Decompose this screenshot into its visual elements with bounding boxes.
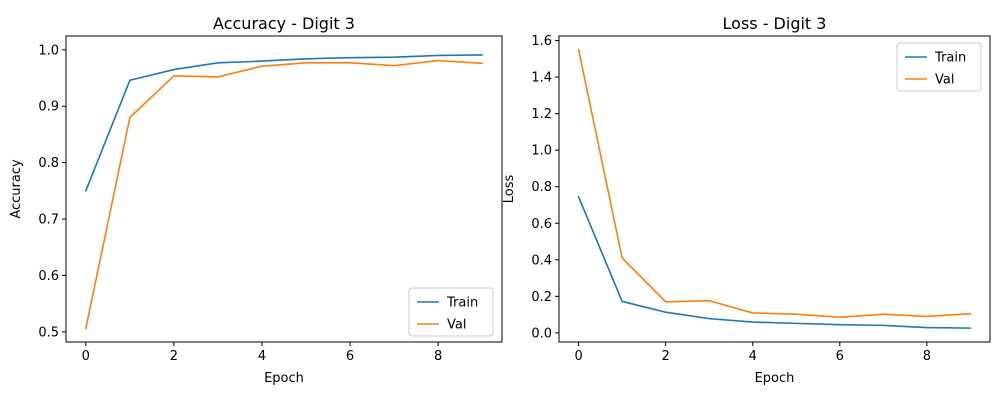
data-point-val [665,301,667,303]
data-point-val [578,49,580,51]
x-tick-label: 0 [574,349,582,364]
data-point-val [349,62,351,64]
y-tick-label: 0.6 [531,217,552,232]
chart-title: Loss - Digit 3 [723,14,827,33]
data-point-val [621,257,623,259]
data-point-val [437,60,439,62]
y-tick-label: 0.7 [38,213,59,228]
legend: Train Val [896,42,982,92]
data-point-train [437,55,439,57]
data-point-val [261,65,263,67]
y-axis-label: Loss [502,175,517,204]
x-tick-label: 6 [836,349,844,364]
data-point-train [839,324,841,326]
data-point-val [481,63,483,65]
data-point-train [393,56,395,58]
data-point-train [752,321,754,323]
legend-label-train: Train [934,51,966,66]
y-tick-label: 0.4 [531,253,552,268]
x-tick-label: 6 [346,349,354,364]
y-tick-label: 0.6 [38,269,59,284]
x-axis-label: Epoch [264,371,304,386]
y-tick-label: 1.4 [531,71,552,86]
x-tick-label: 0 [82,349,90,364]
x-tick-label: 4 [749,349,757,364]
data-point-train [85,190,87,192]
legend-label-val: Val [447,318,466,333]
data-point-train [129,79,131,81]
data-point-val [85,328,87,330]
data-point-train [173,69,175,71]
y-tick-label: 1.6 [531,34,552,49]
data-point-val [795,313,797,315]
y-axis-label: Accuracy [9,159,24,219]
data-point-val [305,62,307,64]
y-tick-label: 1.0 [531,144,552,159]
y-tick-label: 0.8 [531,180,552,195]
legend-label-train: Train [446,296,478,311]
y-tick-label: 0.0 [531,326,552,341]
data-point-val [393,65,395,67]
series-line-train [577,195,972,329]
data-point-train [481,54,483,56]
chart-title: Accuracy - Digit 3 [213,14,355,33]
data-point-train [795,323,797,325]
data-point-val [970,313,972,315]
y-tick-label: 0.8 [38,156,59,171]
x-tick-label: 4 [258,349,266,364]
data-point-train [970,327,972,329]
data-point-train [578,196,580,198]
data-point-train [305,58,307,60]
legend: Train Val [408,287,494,337]
y-tick-label: 1.0 [38,43,59,58]
data-point-train [665,311,667,313]
x-tick-label: 8 [434,349,442,364]
x-axis-label: Epoch [755,371,795,386]
data-point-val [217,76,219,78]
data-point-train [883,325,885,327]
data-point-val [926,316,928,318]
plot-frame [65,35,503,343]
series-line-train [85,54,483,192]
x-tick-label: 8 [923,349,931,364]
y-tick-label: 0.9 [38,100,59,115]
x-tick-label: 2 [170,349,178,364]
y-tick-label: 1.2 [531,107,552,122]
y-tick-label: 0.5 [38,325,59,340]
data-point-val [883,313,885,315]
series-line-val [85,59,483,330]
chart-accuracy: Accuracy - Digit 3 0 2 4 6 8 0.5 0.6 0.7 0.8 0.9 1.… [9,14,503,386]
chart-loss: Loss - Digit 3 0 2 4 6 8 0.0 0.2 0.4 0.6 0.8 1.0 1.2… [502,14,991,386]
data-point-train [261,60,263,62]
data-point-train [349,57,351,59]
series-line-val [577,48,972,319]
data-point-val [839,317,841,319]
data-point-train [621,301,623,303]
y-tick-label: 0.2 [531,290,552,305]
legend-label-val: Val [935,73,954,88]
data-point-val [752,312,754,314]
plot-frame [558,35,991,343]
x-tick-label: 2 [662,349,670,364]
data-point-val [129,117,131,119]
data-point-val [173,75,175,77]
data-point-val [708,300,710,302]
data-point-train [926,327,928,329]
data-point-train [217,62,219,64]
data-point-train [708,318,710,320]
